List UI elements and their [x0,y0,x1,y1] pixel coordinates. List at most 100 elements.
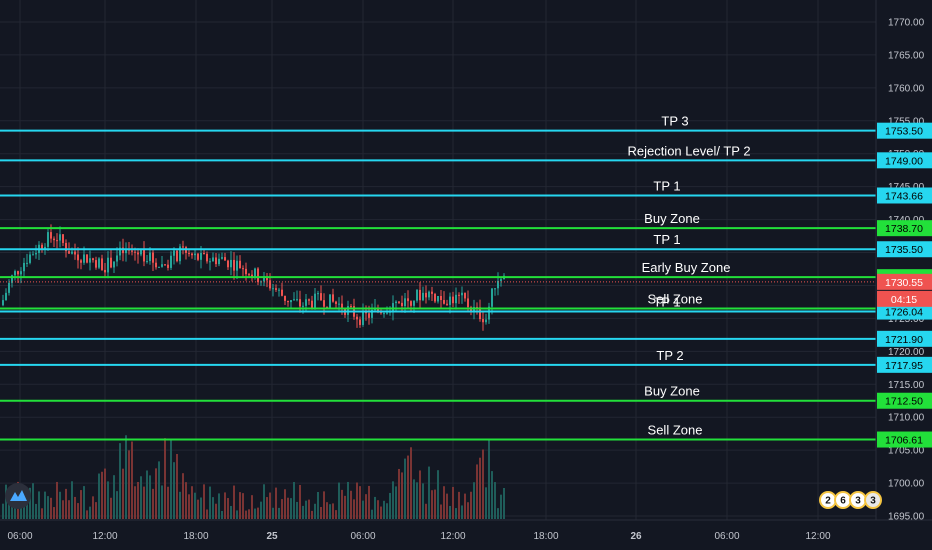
volume-bar [215,503,217,519]
volume-bar [305,500,307,519]
price-tick-label: 1770.00 [888,18,925,29]
current-price-value: 1730.55 [885,277,923,289]
level-price-tag [877,392,932,409]
volume-bar [320,506,322,519]
candle-body [392,303,394,312]
price-tags: 1753.501749.001743.661738.701735.501731.… [877,122,932,448]
candle-body [98,258,100,268]
volume-bar [137,481,139,519]
candle-body [80,260,82,263]
level-label: TP 1 [653,178,680,193]
level-price-tag [877,241,932,258]
candle-body [158,266,160,268]
candle-body [59,234,61,241]
volume-bar [335,510,337,519]
volume-bar [275,487,277,519]
tradingview-logo-icon[interactable] [5,483,31,509]
level-label: TP 1 [653,232,680,247]
candle-body [104,269,106,273]
volume-bar [407,455,409,519]
volume-bar [425,503,427,519]
candle-body [413,300,415,306]
candle-body [359,319,361,325]
time-tick-label: 18:00 [533,531,558,542]
volume-bar [251,495,253,519]
candle-body [86,254,88,263]
volume-bar [284,489,286,519]
time-axis[interactable]: 06:00 12:00 18:00 25 06:00 12:00 18:00 26 06:00 1… [0,519,932,542]
volume-bar [296,501,298,519]
candle-body [179,246,181,262]
volume-bar [236,510,238,519]
level-price-tag [877,431,932,448]
candle-body [83,254,85,263]
candle-body [446,303,448,305]
candle-body [254,268,256,277]
volume-bar [272,507,274,519]
candle-body [14,271,16,276]
volume-bar [83,486,85,519]
volume-bar [470,491,472,519]
volume-bar [395,486,397,519]
volume-bar [287,497,289,519]
volume-bar [197,499,199,519]
volume-bar [449,505,451,519]
volume-bar [422,483,424,519]
candle-body [452,296,454,304]
volume-bar [116,491,118,519]
volume-bar [203,484,205,519]
volume-bar [80,490,82,519]
volume-bar [368,485,370,519]
candle-body [191,253,193,256]
candle-body [233,259,235,271]
level-price-tag-text: 1749.00 [885,155,923,167]
candle-body [221,257,223,259]
volume-bar [476,464,478,519]
volume-bar [371,509,373,519]
candle-body [440,296,442,301]
candle-body [95,260,97,268]
volume-bar [446,493,448,519]
volume-bar [485,487,487,519]
candle-body [329,294,331,308]
candle-body [266,276,268,281]
volume-bar [44,491,46,519]
candle-body [110,257,112,268]
volume-bar [347,481,349,519]
event-badge-flag-icon [851,493,865,507]
level-price-tag-text: 1738.70 [885,223,923,235]
volume-bar [182,473,184,519]
volume-bar [170,438,172,519]
volume-bar [209,486,211,519]
event-badge-count: 2 [825,496,831,507]
level-label: Sell Zone [648,423,703,438]
level-price-tag [877,220,932,237]
level-price-tag-text: 1743.66 [885,190,923,202]
volume-bar [179,491,181,519]
candle-body [362,310,364,325]
volume-bar [212,497,214,519]
candle-body [2,300,4,306]
candle-body [296,299,298,301]
level-price-tag-text: 1735.50 [885,244,923,256]
volume-bar [440,504,442,519]
candle-body [275,288,277,290]
candle-body [224,257,226,261]
volume-bar [332,503,334,519]
candle-body [200,252,202,260]
volume-bar [140,476,142,519]
candle-body [218,258,220,265]
price-tick-label: 1720.00 [888,347,925,358]
time-tick-label: 12:00 [440,531,465,542]
volume-bar [200,497,202,519]
candle-body [152,252,154,263]
volume-bar [134,486,136,519]
candle-body [41,244,43,249]
candle-body [209,261,211,263]
level-label: Buy Zone [644,384,700,399]
candle-body [479,307,481,320]
volume-bar [128,450,130,519]
candle-body [203,252,205,254]
